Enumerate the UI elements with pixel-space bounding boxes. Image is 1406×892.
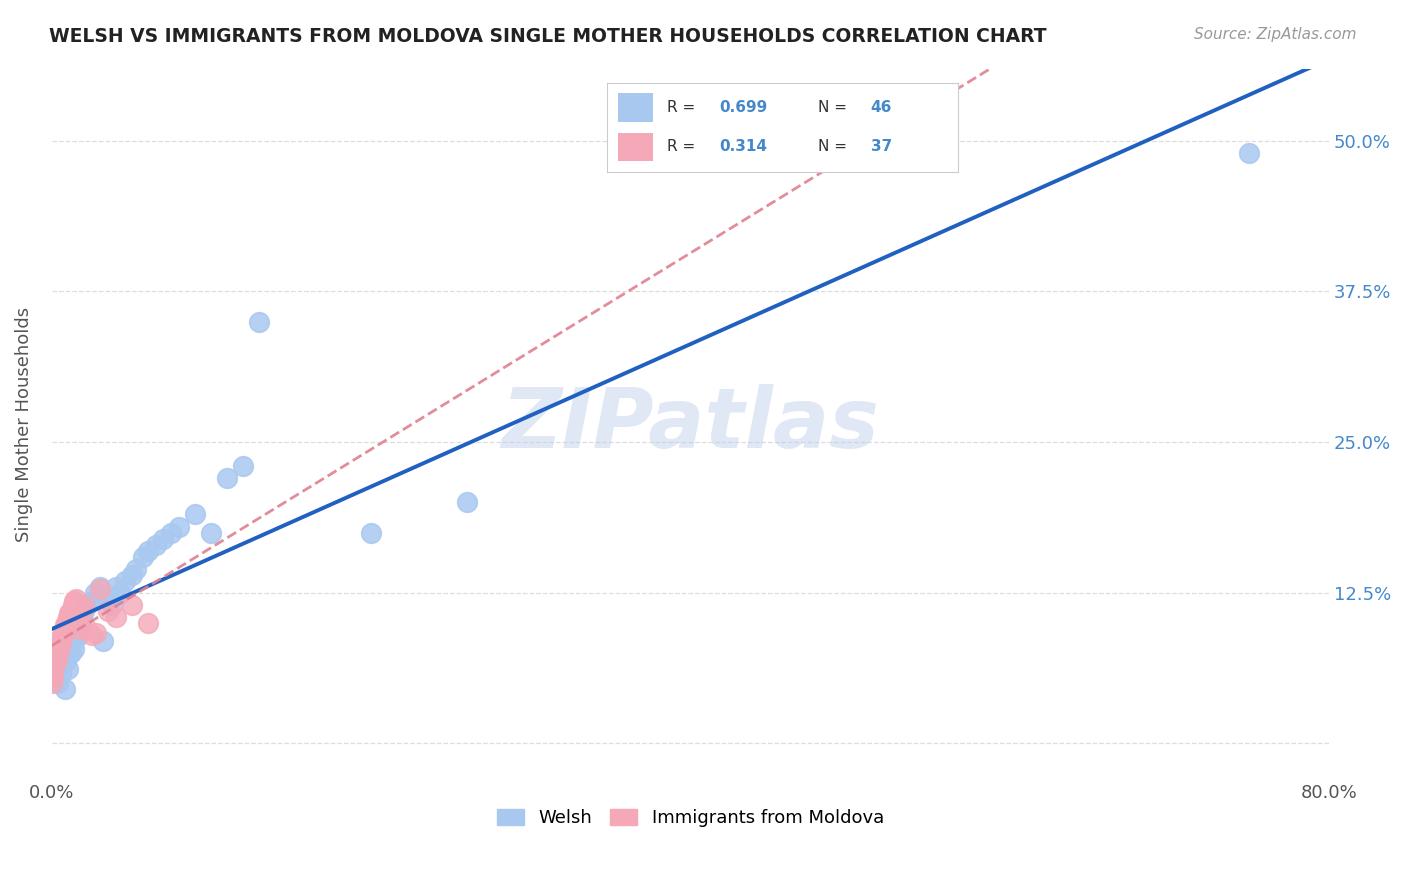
Point [160, 525, 183, 540]
Point [121, 567, 143, 582]
Point [53, 618, 76, 632]
Point [62, 634, 84, 648]
Point [89, 580, 111, 594]
Text: Source: ZipAtlas.com: Source: ZipAtlas.com [1194, 27, 1357, 42]
Point [51, 634, 73, 648]
Point [58, 607, 80, 621]
Point [232, 459, 254, 474]
Point [48, 658, 70, 673]
Point [136, 615, 159, 630]
Point [97, 604, 120, 618]
Point [51, 666, 73, 681]
Point [63, 642, 86, 657]
Point [104, 610, 127, 624]
Point [48, 640, 70, 654]
Point [184, 508, 207, 522]
Point [70, 604, 93, 618]
Point [73, 604, 96, 618]
Point [114, 574, 136, 588]
Point [80, 594, 103, 608]
Point [48, 638, 70, 652]
Point [217, 471, 239, 485]
Point [247, 315, 270, 329]
Point [52, 649, 75, 664]
Point [58, 640, 80, 654]
Point [53, 622, 76, 636]
Point [91, 634, 114, 648]
Point [110, 586, 132, 600]
Point [125, 562, 148, 576]
Legend: Welsh, Immigrants from Moldova: Welsh, Immigrants from Moldova [489, 802, 891, 835]
Point [360, 525, 382, 540]
Point [52, 625, 75, 640]
Point [45, 652, 67, 666]
Point [45, 652, 67, 666]
Point [46, 642, 69, 657]
Point [83, 586, 105, 600]
Text: WELSH VS IMMIGRANTS FROM MOLDOVA SINGLE MOTHER HOUSEHOLDS CORRELATION CHART: WELSH VS IMMIGRANTS FROM MOLDOVA SINGLE … [49, 27, 1047, 45]
Point [89, 582, 111, 597]
Point [1237, 145, 1260, 160]
Point [44, 670, 66, 684]
Point [55, 655, 77, 669]
Point [59, 646, 82, 660]
Point [66, 615, 89, 630]
Point [69, 610, 91, 624]
Text: ZIPatlas: ZIPatlas [502, 384, 879, 465]
Point [70, 610, 93, 624]
Point [42, 670, 65, 684]
Point [56, 662, 79, 676]
Point [52, 628, 75, 642]
Point [69, 615, 91, 630]
Point [86, 625, 108, 640]
Point [41, 676, 63, 690]
Point [53, 682, 76, 697]
Point [67, 622, 90, 636]
Point [51, 631, 73, 645]
Point [101, 598, 124, 612]
Y-axis label: Single Mother Households: Single Mother Households [15, 307, 32, 541]
Point [46, 676, 69, 690]
Point [62, 598, 84, 612]
Point [152, 532, 174, 546]
Point [169, 519, 191, 533]
Point [65, 591, 87, 606]
Point [45, 649, 67, 664]
Point [42, 664, 65, 678]
Point [46, 646, 69, 660]
Point [97, 591, 120, 606]
Point [80, 628, 103, 642]
Point [63, 594, 86, 608]
Point [132, 549, 155, 564]
Point [59, 604, 82, 618]
Point [66, 631, 89, 645]
Point [76, 622, 98, 636]
Point [145, 538, 167, 552]
Point [67, 622, 90, 636]
Point [56, 610, 79, 624]
Point [44, 658, 66, 673]
Point [456, 495, 478, 509]
Point [104, 580, 127, 594]
Point [121, 598, 143, 612]
Point [136, 543, 159, 558]
Point [65, 625, 87, 640]
Point [44, 655, 66, 669]
Point [76, 598, 98, 612]
Point [55, 615, 77, 630]
Point [42, 664, 65, 678]
Point [200, 525, 222, 540]
Point [73, 598, 96, 612]
